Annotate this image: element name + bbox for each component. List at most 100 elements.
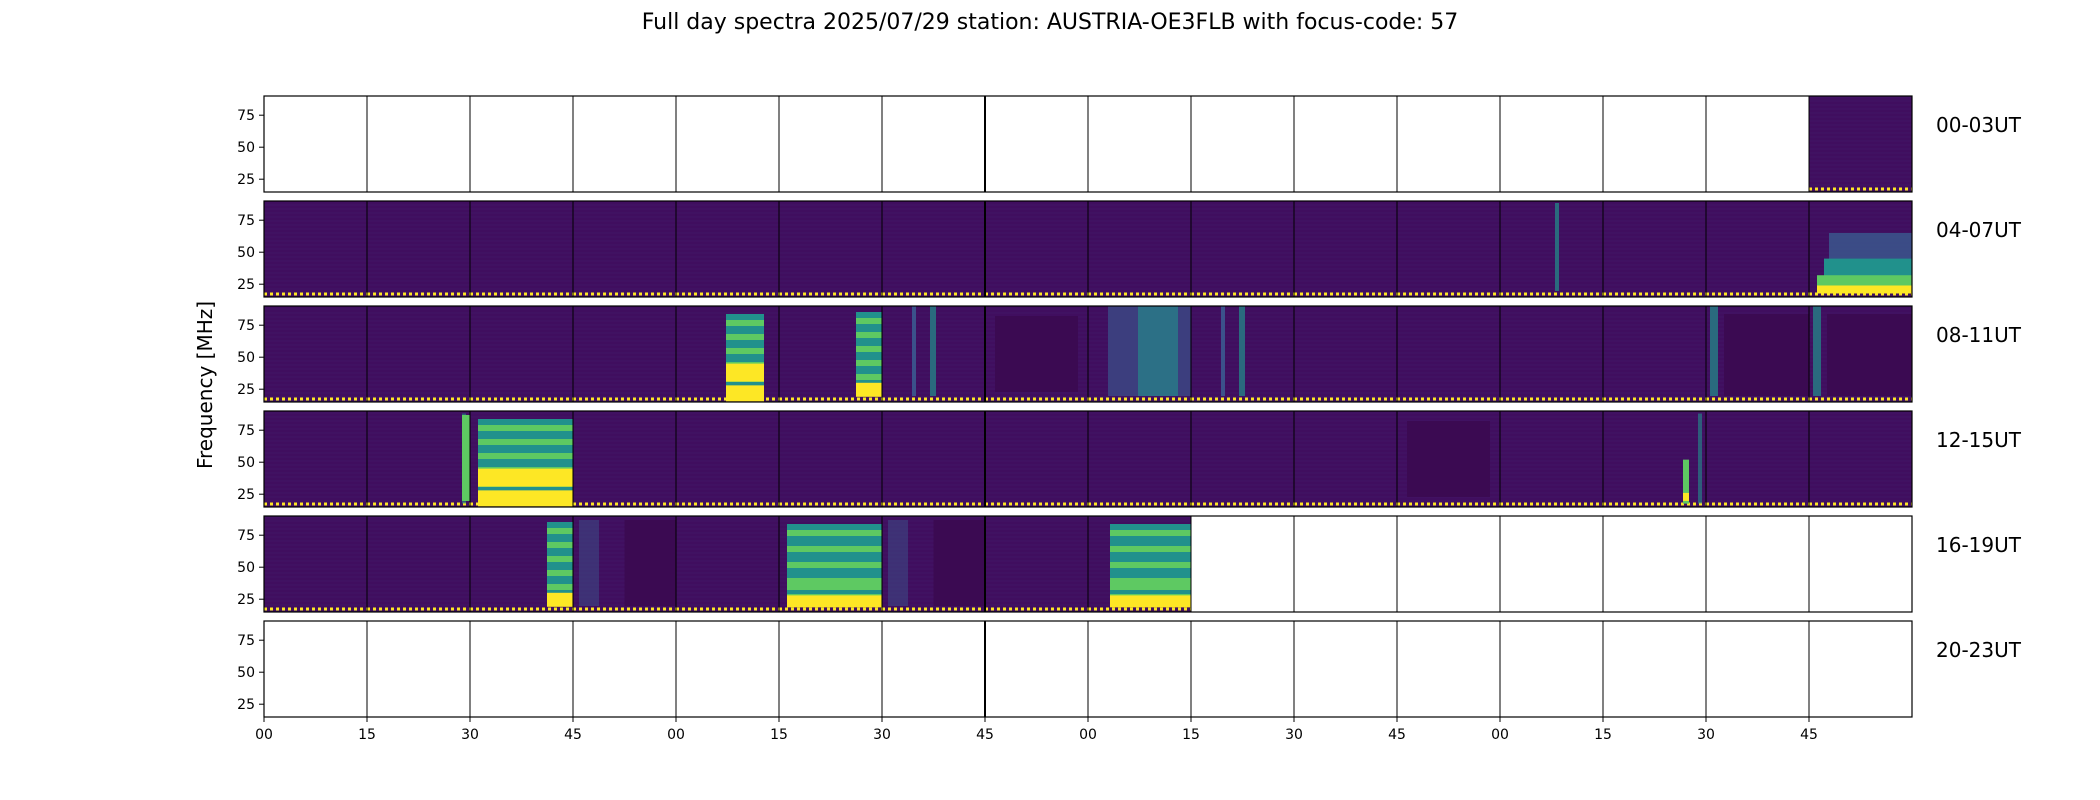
spectrum-panel <box>1603 621 1706 717</box>
x-tick-label: 15 <box>358 727 376 743</box>
x-tick-label: 00 <box>1079 727 1097 743</box>
spectrum-panel <box>367 96 470 192</box>
spectrum-panel <box>1809 411 1912 507</box>
spectrum-panel <box>882 306 985 402</box>
spectrum-panel <box>1088 621 1191 717</box>
spectrum-panel <box>1706 96 1809 192</box>
y-tick-label: 25 <box>237 487 255 503</box>
x-tick-label: 00 <box>255 727 273 743</box>
spectrum-panel <box>264 516 367 612</box>
spectrum-panel <box>985 306 1088 402</box>
spectrum-panel <box>264 201 367 297</box>
x-tick-label: 45 <box>1800 727 1818 743</box>
spectrum-panel <box>1603 201 1706 297</box>
spectrum-panel <box>1809 96 1912 192</box>
x-tick-label: 15 <box>1594 727 1612 743</box>
y-tick-label: 50 <box>237 245 255 261</box>
spectrum-panel <box>1500 201 1603 297</box>
y-tick-label: 75 <box>237 213 255 229</box>
spectrum-panel <box>1500 516 1603 612</box>
spectrum-panel <box>264 96 367 192</box>
y-tick-label: 50 <box>237 665 255 681</box>
spectrum-panel <box>470 516 573 612</box>
spectrum-panel <box>367 201 470 297</box>
spectrum-panel <box>882 516 985 612</box>
spectrum-panel <box>264 621 367 717</box>
spectrum-panel <box>1397 96 1500 192</box>
y-tick-label: 75 <box>237 528 255 544</box>
x-tick-label: 30 <box>1697 727 1715 743</box>
spectrum-panel <box>1706 201 1809 297</box>
spectrum-panel <box>1809 516 1912 612</box>
row-label: 12-15UT <box>1936 428 2022 452</box>
spectrum-panel <box>1809 306 1912 402</box>
x-tick-label: 45 <box>1388 727 1406 743</box>
spectrum-panel <box>1294 411 1397 507</box>
spectrum-panel <box>573 411 676 507</box>
spectrum-panel <box>470 621 573 717</box>
spectrum-panel <box>1500 96 1603 192</box>
spectrum-panel <box>1397 201 1500 297</box>
spectrum-panel <box>985 411 1088 507</box>
spectrum-panel <box>1397 411 1500 507</box>
row-label: 04-07UT <box>1936 218 2022 242</box>
spectrum-panel <box>1603 306 1706 402</box>
spectrum-panel <box>264 411 367 507</box>
spectrum-panel <box>1603 411 1706 507</box>
row-label: 00-03UT <box>1936 113 2022 137</box>
spectrum-panel <box>367 411 470 507</box>
x-tick-label: 00 <box>667 727 685 743</box>
spectrum-panel <box>1603 96 1706 192</box>
x-tick-label: 30 <box>1285 727 1303 743</box>
y-tick-label: 75 <box>237 633 255 649</box>
spectrum-panel <box>367 516 470 612</box>
row-label: 08-11UT <box>1936 323 2022 347</box>
spectrum-panel <box>1191 621 1294 717</box>
spectrum-panel <box>676 411 779 507</box>
spectrum-panel <box>779 516 882 612</box>
spectrum-panel <box>573 96 676 192</box>
spectrum-panel <box>462 411 573 507</box>
spectrum-panel <box>367 621 470 717</box>
x-tick-label: 30 <box>461 727 479 743</box>
spectrum-panel <box>264 306 367 402</box>
y-tick-label: 50 <box>237 350 255 366</box>
spectrum-panel <box>779 96 882 192</box>
spectrum-panel <box>779 306 882 402</box>
spectrum-panel <box>1397 516 1500 612</box>
y-tick-label: 50 <box>237 140 255 156</box>
spectrum-panel <box>1088 516 1191 612</box>
spectrum-panel <box>573 621 676 717</box>
spectrum-panel <box>985 96 1088 192</box>
spectrum-panel <box>1294 201 1397 297</box>
spectrum-panel <box>1294 621 1397 717</box>
spectrum-panel <box>1500 411 1603 507</box>
x-tick-label: 30 <box>873 727 891 743</box>
y-tick-label: 75 <box>237 423 255 439</box>
spectrum-panel <box>882 201 985 297</box>
x-tick-label: 00 <box>1491 727 1509 743</box>
spectrum-panel <box>1500 621 1603 717</box>
spectrum-panel <box>1191 201 1294 297</box>
spectrum-panel <box>1088 96 1191 192</box>
spectrum-panel <box>1706 621 1809 717</box>
spectrum-panel <box>1088 306 1191 402</box>
y-tick-label: 25 <box>237 277 255 293</box>
y-tick-label: 25 <box>237 382 255 398</box>
spectrum-panel <box>367 306 470 402</box>
spectrum-panel <box>1809 621 1912 717</box>
spectrum-panel <box>1809 201 1912 297</box>
spectrum-panel <box>470 201 573 297</box>
spectrum-panel <box>1088 201 1191 297</box>
spectrum-panel <box>779 201 882 297</box>
spectrum-panel <box>573 201 676 297</box>
spectrum-panel <box>1294 516 1397 612</box>
spectrum-panel <box>676 621 779 717</box>
spectrum-panel <box>1706 306 1809 402</box>
spectrum-panel <box>1397 306 1500 402</box>
y-tick-label: 50 <box>237 455 255 471</box>
spectrum-panel <box>1706 516 1809 612</box>
y-tick-label: 75 <box>237 318 255 334</box>
spectrum-panel <box>882 621 985 717</box>
